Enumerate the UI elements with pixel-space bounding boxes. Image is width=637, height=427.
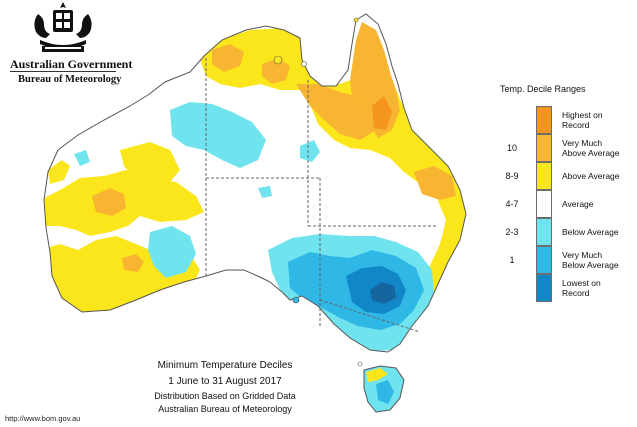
- legend-item-label: Highest on Record: [562, 110, 632, 130]
- legend-item-label-line2: Above Average: [562, 148, 620, 158]
- legend-item: 2-3 Below Average: [492, 218, 632, 246]
- region-below-average-tanami: [170, 102, 266, 168]
- legend-item-label-line1: Very Much: [562, 138, 603, 148]
- government-name: Australian Government: [10, 57, 133, 71]
- legend-item: Lowest on Record: [492, 274, 632, 302]
- legend-item-label-line1: Lowest on: [562, 278, 601, 288]
- map-title: Minimum Temperature Deciles: [157, 360, 293, 371]
- map-method-note: Distribution Based on Gridded Data: [154, 391, 296, 401]
- state-borders: [205, 58, 438, 333]
- legend-item-label-line1: Below Average: [562, 227, 619, 237]
- coat-of-arms-logo: [34, 2, 92, 52]
- legend-item-range: 1: [509, 255, 515, 265]
- map-dates: 1 June to 31 August 2017: [168, 376, 282, 387]
- region-very-much-above-gulf: [296, 84, 376, 140]
- bom-url: http://www.bom.gov.au: [5, 414, 81, 423]
- region-lowest-on-record-deep: [370, 282, 396, 304]
- legend-item-range: 4-7: [505, 199, 519, 209]
- legend-item-swatch: [536, 134, 552, 162]
- legend-item-label-line1: Average: [562, 199, 594, 209]
- island-kangaroo: [292, 296, 300, 304]
- region-below-average-great-victoria: [148, 226, 196, 278]
- island-groote: [301, 61, 307, 67]
- legend-item: 4-7 Average: [492, 190, 632, 218]
- region-highest-on-record-cape-york: [372, 96, 392, 130]
- legend-item-label-line2: Record: [562, 120, 590, 130]
- legend-item-label-line2: Record: [562, 288, 590, 298]
- legend-item-range: 10: [506, 143, 517, 153]
- region-below-average-queensland-spot: [258, 186, 272, 198]
- legend-item-swatch: [536, 162, 552, 190]
- region-very-much-above-east-queensland: [414, 166, 456, 200]
- legend-item-label-line1: Highest on: [562, 110, 603, 120]
- map-source-note: Australian Bureau of Meteorology: [158, 404, 292, 414]
- legend-item-range: 8-9: [505, 171, 519, 181]
- header-rule: [10, 71, 116, 72]
- legend-item-label: Average: [562, 199, 632, 209]
- region-very-much-below-average-sa-spot: [294, 272, 310, 290]
- region-below-average-kimberley-spot: [74, 150, 90, 166]
- region-above-average-pilbara: [48, 160, 70, 184]
- legend-item-range: 2-3: [505, 227, 519, 237]
- mainland-coastline: [43, 13, 467, 353]
- island-king: [357, 361, 363, 367]
- tasmania-yellow-north: [366, 368, 388, 382]
- legend-item-label: Lowest on Record: [562, 278, 632, 298]
- legend-item-swatch: [536, 106, 552, 134]
- legend-item-swatch: [536, 218, 552, 246]
- region-very-much-above-southwest-spot: [122, 254, 144, 272]
- legend-item-label: Very Much Above Average: [562, 138, 632, 158]
- legend-item-label: Below Average: [562, 227, 632, 237]
- legend-item: 8-9 Above Average: [492, 162, 632, 190]
- legend-item: 1 Very Much Below Average: [492, 246, 632, 274]
- tasmania-below: [376, 380, 394, 404]
- legend-item-swatch: [536, 274, 552, 302]
- region-above-average-kimberley-west: [120, 142, 180, 184]
- island-melville: [273, 55, 283, 65]
- legend-item-label-line1: Very Much: [562, 250, 603, 260]
- legend-item: 10 Very Much Above Average: [492, 134, 632, 162]
- legend-item-label: Above Average: [562, 171, 632, 181]
- legend-item-label-line2: Below Average: [562, 260, 619, 270]
- region-very-much-above-pilbara: [92, 188, 126, 216]
- island-torres: [353, 17, 359, 23]
- bureau-name: Bureau of Meteorology: [18, 74, 122, 85]
- nsw-vic-border: [319, 299, 421, 333]
- legend-item-swatch: [536, 190, 552, 218]
- legend-item-label-line1: Above Average: [562, 171, 620, 181]
- legend-item-label: Very Much Below Average: [562, 250, 632, 270]
- legend-item: Highest on Record: [492, 106, 632, 134]
- region-below-average-nsw-spot: [300, 140, 320, 162]
- region-very-much-above-top-end: [262, 58, 290, 84]
- legend-item-swatch: [536, 246, 552, 274]
- legend-title: Temp. Decile Ranges: [500, 84, 586, 94]
- region-very-much-above-arnhem: [212, 44, 244, 72]
